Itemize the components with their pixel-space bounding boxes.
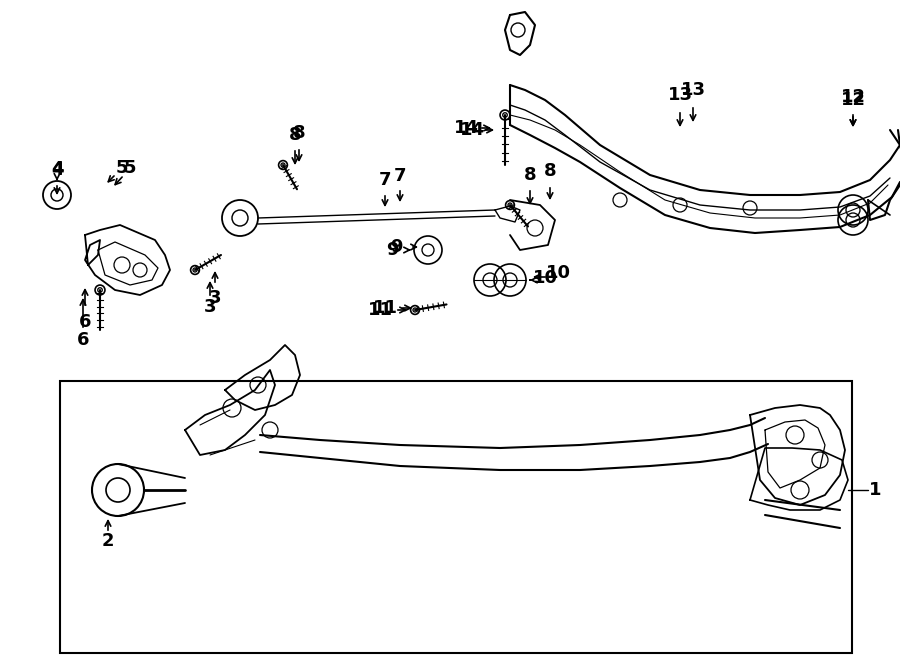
Text: 3: 3 (209, 289, 221, 307)
Text: 6: 6 (79, 313, 91, 331)
Text: 13: 13 (680, 81, 706, 99)
Text: 4: 4 (50, 160, 63, 178)
Text: 5: 5 (124, 159, 136, 177)
Text: 9: 9 (390, 238, 402, 256)
Text: 8: 8 (524, 166, 536, 184)
Text: 13: 13 (668, 86, 692, 104)
Text: 8: 8 (292, 124, 305, 142)
Text: 10: 10 (545, 264, 571, 282)
Text: 10: 10 (533, 269, 557, 287)
Text: 1: 1 (868, 481, 881, 499)
Text: 7: 7 (379, 171, 392, 189)
Text: 9: 9 (386, 241, 398, 259)
Text: 2: 2 (102, 532, 114, 550)
Text: 12: 12 (841, 88, 866, 106)
Text: 7: 7 (394, 167, 406, 185)
Text: 11: 11 (373, 299, 398, 317)
Text: 3: 3 (203, 298, 216, 316)
Text: 11: 11 (367, 301, 392, 319)
Text: 6: 6 (76, 331, 89, 349)
Text: 4: 4 (50, 161, 63, 179)
Bar (60, 381, 852, 653)
Text: 14: 14 (454, 119, 479, 137)
Text: 5: 5 (116, 159, 128, 177)
Text: 12: 12 (841, 91, 866, 109)
Text: 8: 8 (289, 126, 302, 144)
Text: 14: 14 (460, 121, 484, 139)
Text: 8: 8 (544, 162, 556, 180)
